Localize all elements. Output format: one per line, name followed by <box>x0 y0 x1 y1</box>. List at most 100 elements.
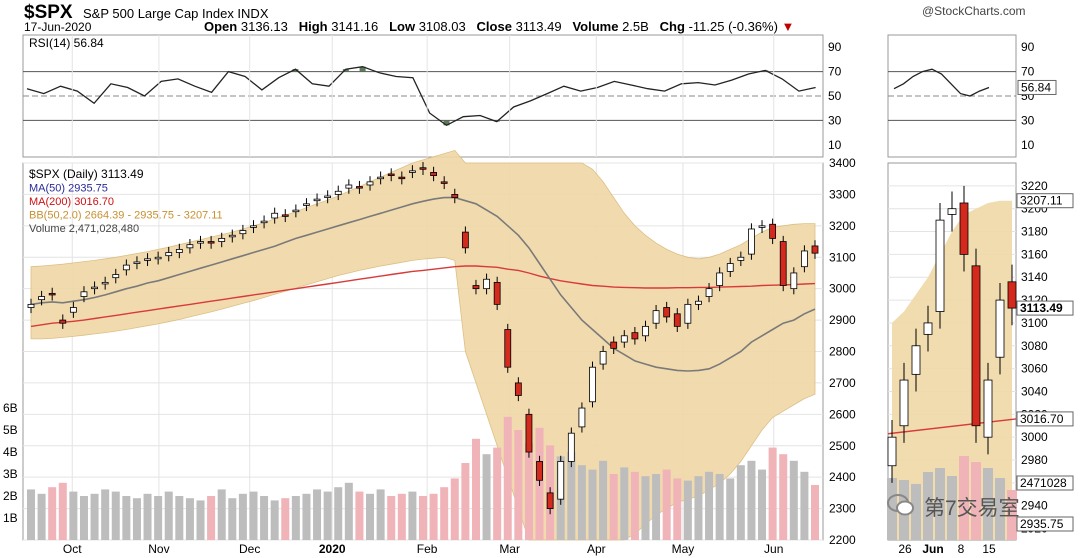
volume-bar <box>376 489 385 540</box>
candle-body <box>935 219 945 312</box>
volume-bar <box>662 469 671 540</box>
candle-body <box>250 225 257 228</box>
ma200-line <box>887 418 1017 435</box>
price-tag <box>1016 516 1074 532</box>
price-tag-label: 2471028 <box>1020 476 1067 490</box>
volume-bar <box>971 462 981 540</box>
volume-bar <box>588 469 597 540</box>
price-tick-label: 3220 <box>1021 179 1048 193</box>
candle-body <box>536 461 543 481</box>
volume-bar <box>217 489 226 540</box>
volume-bar <box>228 498 237 540</box>
price-tick-label: 3100 <box>1021 316 1048 330</box>
ma200-line <box>30 265 816 328</box>
volume-bar <box>281 498 290 540</box>
rsi-tick-label: 90 <box>1021 40 1035 54</box>
candle-body <box>620 335 628 343</box>
x-axis-label: 26 <box>898 542 912 556</box>
candle-body <box>440 181 448 184</box>
x-axis-label: Dec <box>239 542 260 556</box>
candle-body <box>461 231 469 249</box>
candle-body <box>48 292 56 296</box>
volume-bar <box>983 468 993 540</box>
price-tick-label: 3300 <box>829 187 856 201</box>
price-tick-label: 3000 <box>829 282 856 296</box>
price-tick-label: 2900 <box>829 313 856 327</box>
quote-date: 17-Jun-2020 <box>24 20 92 34</box>
volume-bar <box>947 476 957 540</box>
volume-bar <box>355 491 364 540</box>
volume-bar <box>90 493 99 540</box>
rsi-tick-label: 70 <box>1021 65 1035 79</box>
candle-body <box>430 172 437 176</box>
volume-bar <box>291 496 300 540</box>
volume-tick-label: 6B <box>3 401 18 415</box>
candle-body <box>695 300 702 305</box>
volume-bar <box>164 491 173 540</box>
volume-bar <box>789 460 798 540</box>
candle-body <box>758 225 766 228</box>
volume-bar <box>450 478 459 540</box>
volume-bar <box>37 493 46 540</box>
candle-body <box>887 436 897 467</box>
candle-body <box>631 332 639 340</box>
volume-bar <box>408 491 417 540</box>
x-axis-label: Apr <box>587 542 606 556</box>
candle-body <box>589 366 596 403</box>
price-tag <box>1016 193 1074 209</box>
stockcharts-brand[interactable]: @StockCharts.com <box>922 4 1026 18</box>
price-tag-label: 2935.75 <box>1020 517 1064 531</box>
volume-bar <box>334 487 343 540</box>
candle-body <box>239 230 247 235</box>
volume-bar <box>911 484 921 540</box>
candle-body <box>911 345 921 375</box>
candle-body <box>705 288 713 297</box>
volume-bar <box>122 496 131 540</box>
candle-body <box>313 198 321 202</box>
price-tag-label: 3016.70 <box>1020 412 1064 426</box>
volume-bar <box>800 471 809 540</box>
volume-bar <box>923 472 933 540</box>
candle-body <box>345 184 353 189</box>
price-tick-label: 2980 <box>1021 453 1048 467</box>
volume-bar <box>768 447 777 540</box>
candle-body <box>923 322 933 335</box>
candle-body <box>567 432 575 462</box>
candle-body <box>801 250 808 268</box>
candle-body <box>1007 281 1017 309</box>
rsi-panel: RSI(14) 56.84 90 70 50 30 10 <box>22 34 842 158</box>
volume-bar <box>715 474 724 540</box>
volume-bar <box>185 498 194 540</box>
candle-body <box>504 329 512 368</box>
x-axis-label: Mar <box>499 542 520 556</box>
candle-body <box>769 223 777 239</box>
volume-bar <box>69 491 78 540</box>
volume-bar <box>726 478 735 540</box>
rsi-oversold-fill <box>443 120 450 126</box>
volume-bar <box>811 485 819 540</box>
volume-bar <box>249 491 258 540</box>
volume-tick-label: 1B <box>3 511 18 525</box>
price-tick-label: 3000 <box>1021 430 1048 444</box>
volume-bar <box>175 496 184 540</box>
candle-body <box>144 258 151 261</box>
volume-bar <box>471 438 480 540</box>
ticker-symbol: $SPX <box>24 2 73 23</box>
rsi-tick-label: 90 <box>828 40 842 54</box>
candle-body <box>271 212 279 219</box>
candle-body <box>483 278 490 290</box>
volume-bar <box>694 476 703 540</box>
rsi-overbought-fill <box>292 69 299 72</box>
candle-body <box>652 310 660 324</box>
volume-bar <box>935 468 945 540</box>
candle-body <box>409 170 416 173</box>
price-legend-entry: MA(200) 3016.70 <box>29 196 114 208</box>
volume-bar <box>673 478 682 540</box>
candle-body <box>472 285 480 290</box>
candle-body <box>451 194 459 198</box>
volume-bar <box>238 493 247 540</box>
candle-body <box>197 241 204 244</box>
price-tick-label: 2300 <box>829 502 856 516</box>
volume-bar <box>58 482 67 540</box>
price-tick-label: 2200 <box>829 533 856 547</box>
